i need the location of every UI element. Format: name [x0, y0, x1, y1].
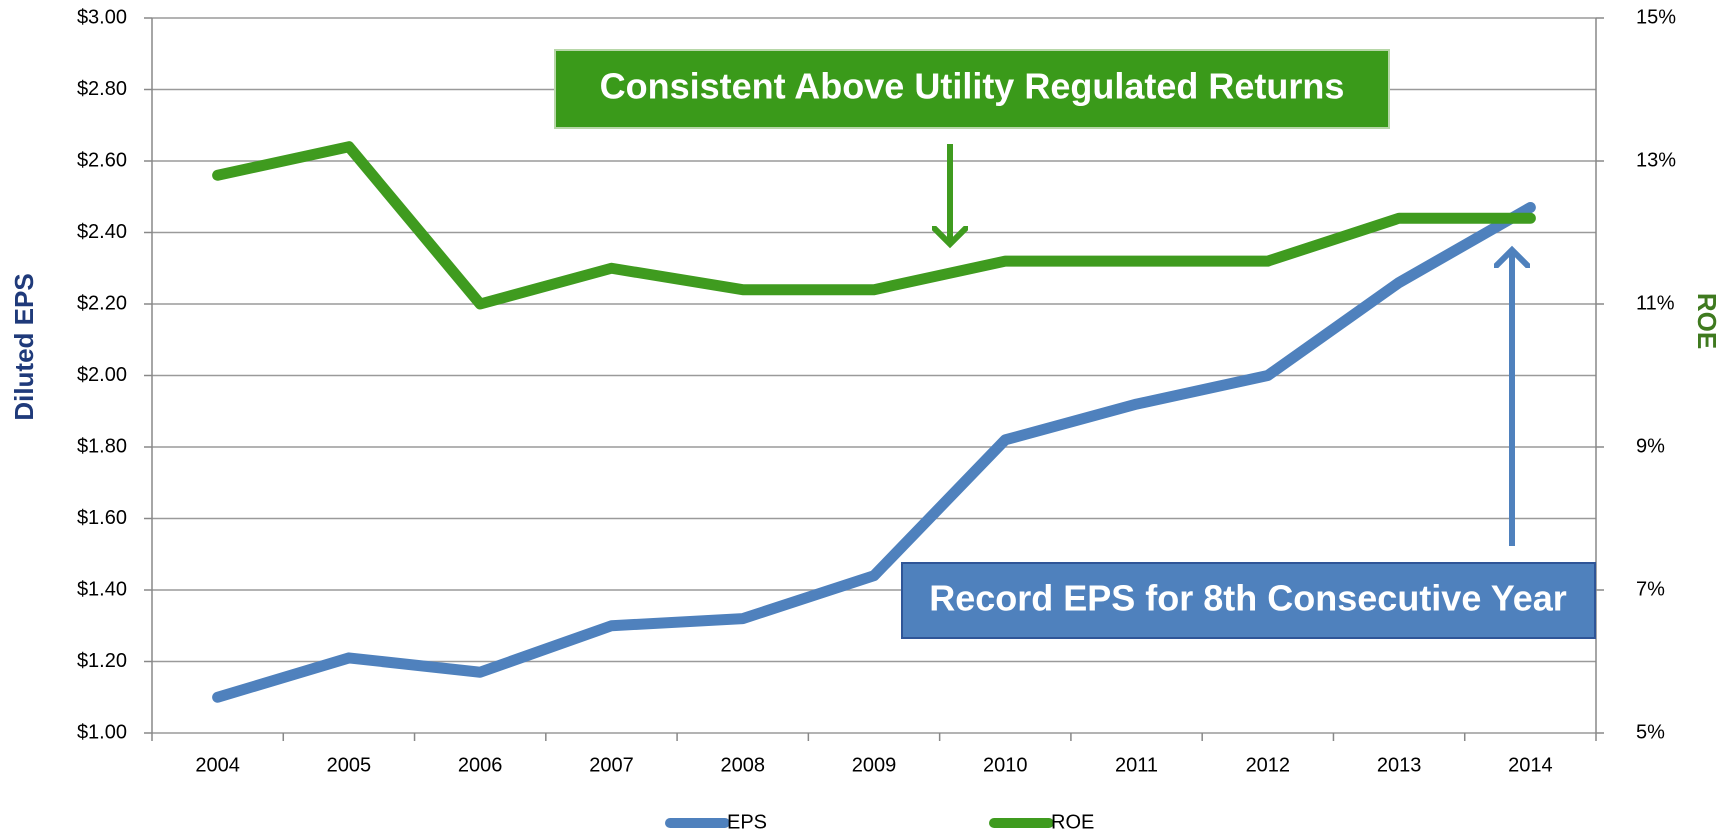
y-tick-label: $2.20 [77, 292, 127, 314]
y-tick-label: $2.40 [77, 221, 127, 243]
x-tick-label: 2005 [327, 754, 372, 776]
x-tick-label: 2012 [1246, 754, 1291, 776]
y2-tick-label: 5% [1636, 721, 1665, 743]
x-tick-label: 2014 [1508, 754, 1553, 776]
y2-tick-label: 15% [1636, 6, 1676, 28]
series-line [212, 141, 1536, 310]
x-tick-label: 2004 [195, 754, 240, 776]
annotation-box [901, 562, 1596, 639]
annotation-box [554, 49, 1390, 129]
x-tick-label: 2011 [1115, 754, 1158, 776]
y2-tick-label: 11% [1636, 292, 1675, 314]
x-tick-label: 2007 [589, 754, 634, 776]
y2-tick-label: 13% [1636, 149, 1676, 171]
y-tick-label: $2.00 [77, 364, 127, 386]
y-tick-label: $1.00 [77, 721, 127, 743]
y-tick-label: $2.60 [77, 149, 127, 171]
x-tick-label: 2008 [720, 754, 765, 776]
y-axis-title: Diluted EPS [9, 273, 39, 420]
y-tick-label: $1.40 [77, 578, 127, 600]
annotation: Consistent Above Utility Regulated Retur… [600, 66, 1345, 107]
y-tick-label: $2.80 [77, 78, 127, 100]
lines [212, 141, 1536, 703]
y2-axis-title: ROE [1692, 293, 1722, 349]
x-tick-label: 2009 [852, 754, 897, 776]
y-tick-label: $1.20 [77, 650, 127, 672]
y2-tick-label: 7% [1636, 578, 1665, 600]
y-tick-label: $1.60 [77, 507, 127, 529]
legend-label: ROE [1051, 811, 1094, 831]
series-line [212, 201, 1536, 703]
legend-label: EPS [727, 811, 767, 831]
y2-tick-label: 9% [1636, 435, 1665, 457]
x-tick-label: 2013 [1377, 754, 1422, 776]
y-tick-label: $1.80 [77, 435, 127, 457]
x-tick-label: 2006 [458, 754, 503, 776]
y-tick-label: $3.00 [77, 6, 127, 28]
annotation: Record EPS for 8th Consecutive Year [929, 578, 1567, 619]
x-tick-label: 2010 [983, 754, 1028, 776]
